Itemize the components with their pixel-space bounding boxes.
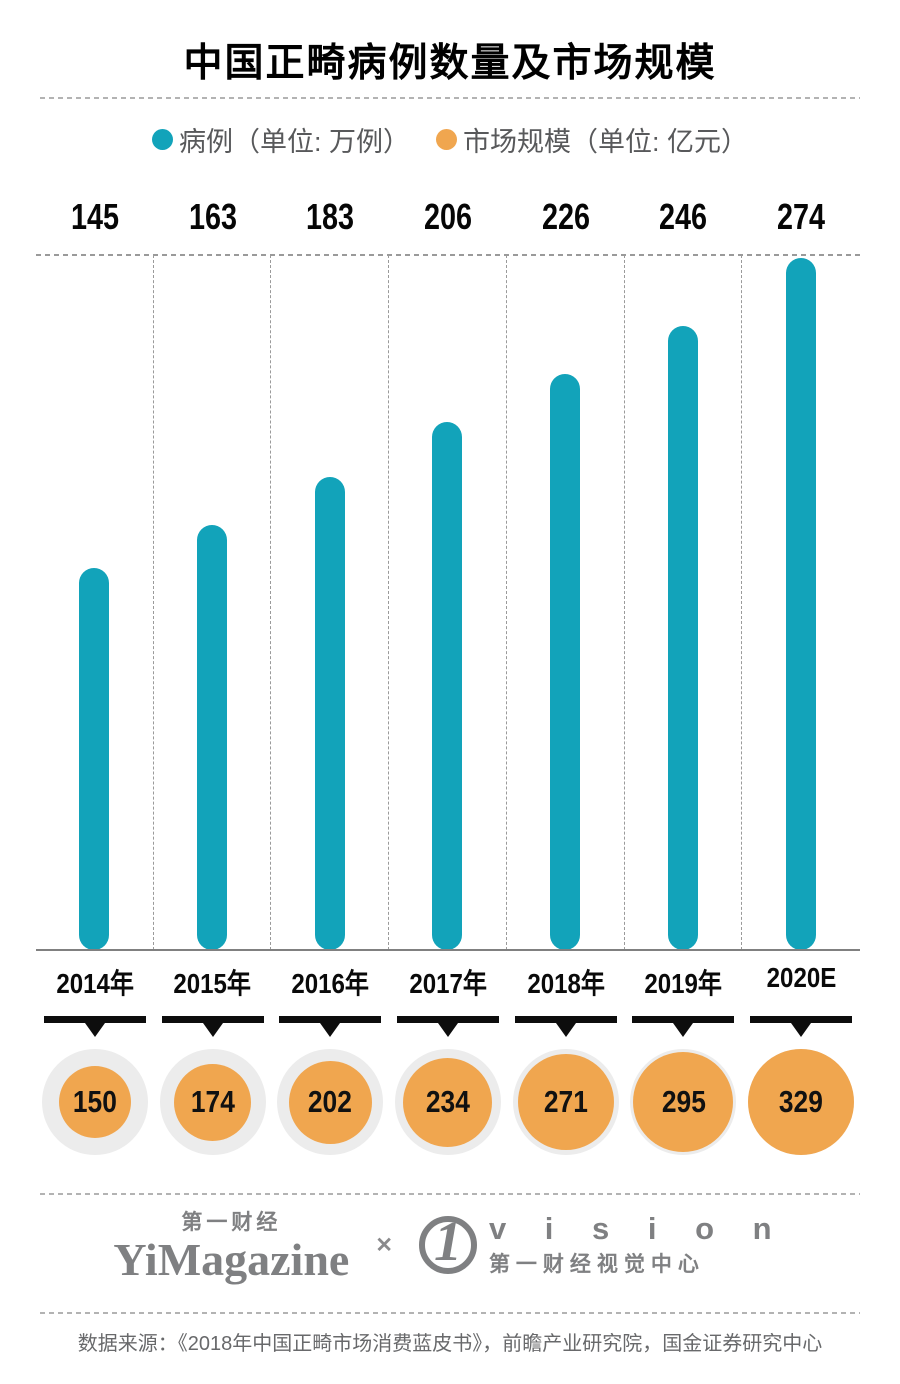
market-bubble-2016: 202 — [288, 1060, 372, 1144]
year-label-2017: 2017年 — [409, 968, 487, 999]
market-value-2016: 202 — [308, 1084, 353, 1119]
pointer-marker-icon — [514, 1016, 617, 1023]
one-glyph: 1 — [433, 1211, 462, 1274]
market-legend-dot-icon — [436, 129, 457, 150]
year-label-2020: 2020E — [766, 962, 836, 993]
legend-item-market: 市场规模（单位: 亿元） — [436, 120, 748, 159]
market-bubble-2020: 329 — [748, 1049, 855, 1155]
pointer-marker-icon — [632, 1016, 735, 1023]
bubble-ring: 295 — [630, 1049, 737, 1155]
case-bar-2016 — [314, 477, 345, 950]
yimagazine-cn-label: 第一财经 — [181, 1211, 282, 1234]
yimagazine-logo: 第一财经 YiMagazine — [113, 1206, 349, 1284]
market-bubble-2014: 150 — [58, 1066, 131, 1138]
bubble-ring: 174 — [159, 1049, 266, 1155]
circle-one-icon: 1 — [418, 1211, 477, 1275]
yimagazine-en-label: YiMagazine — [113, 1234, 350, 1285]
footer-bottom-divider — [40, 1312, 860, 1314]
footer-logos: 第一财经 YiMagazine ✕ 1 v i s i o n 第一财经视觉中心 — [0, 1206, 900, 1284]
plot-top-gridline — [36, 254, 860, 256]
case-bar-2019 — [667, 326, 698, 950]
bubble-ring: 271 — [512, 1049, 619, 1155]
year-label-2014: 2014年 — [56, 968, 134, 999]
year-label-2018: 2018年 — [526, 968, 605, 999]
year-label-row: 2014年 2015年 2016年 2017年 2018年 2019年 2020… — [36, 962, 860, 1002]
market-value-2020: 329 — [779, 1084, 824, 1119]
title-divider — [40, 97, 860, 99]
chart-legend: 病例（单位: 万例） 市场规模（单位: 亿元） — [0, 120, 900, 159]
market-bubble-2018: 271 — [517, 1054, 614, 1150]
bubble-ring: 202 — [277, 1049, 384, 1155]
vision-en-label: v i s i o n — [488, 1211, 787, 1247]
market-bubble-2015: 174 — [174, 1063, 252, 1141]
footer-top-divider — [40, 1193, 860, 1195]
pointer-marker-icon — [161, 1016, 264, 1023]
market-value-2014: 150 — [72, 1084, 117, 1119]
case-value-2018: 226 — [541, 196, 590, 237]
case-bar-2020 — [786, 258, 817, 950]
case-value-2014: 145 — [70, 196, 119, 237]
cases-legend-dot-icon — [151, 129, 173, 150]
market-bubble-row: 150 174 202 234 271 295 329 — [36, 1049, 860, 1155]
pointer-marker-icon — [396, 1016, 499, 1023]
case-value-2016: 183 — [306, 196, 355, 237]
market-legend-label: 市场规模（单位: 亿元） — [463, 127, 749, 157]
bubble-ring: 150 — [41, 1049, 148, 1155]
cross-icon: ✕ — [375, 1233, 393, 1257]
case-bar-2015 — [197, 525, 228, 950]
x-axis-baseline — [36, 949, 860, 951]
case-bar-2017 — [432, 422, 463, 950]
market-bubble-2017: 234 — [403, 1057, 493, 1147]
case-value-2017: 206 — [423, 196, 473, 237]
bubble-ring: 329 — [748, 1049, 855, 1155]
market-value-2015: 174 — [190, 1084, 235, 1119]
market-value-2018: 271 — [543, 1084, 588, 1119]
pointer-marker-icon — [279, 1016, 382, 1023]
data-source-note: 数据来源：《2018年中国正畸市场消费蓝皮书》，前瞻产业研究院，国金证券研究中心 — [77, 1333, 823, 1355]
year-label-2016: 2016年 — [291, 968, 370, 999]
case-value-row: 145 163 183 206 226 246 274 — [36, 196, 860, 238]
bar-plot-area — [36, 255, 860, 950]
pointer-marker-row — [36, 1016, 860, 1023]
case-bar-2014 — [79, 568, 110, 950]
year-label-2019: 2019年 — [644, 968, 723, 999]
bubble-ring: 234 — [394, 1049, 501, 1155]
case-bar-2018 — [550, 374, 581, 950]
year-label-2015: 2015年 — [173, 968, 252, 999]
market-value-2017: 234 — [425, 1084, 470, 1119]
market-value-2019: 295 — [661, 1084, 706, 1119]
legend-item-cases: 病例（单位: 万例） — [151, 120, 410, 159]
pointer-marker-icon — [43, 1016, 146, 1023]
page-title: 中国正畸病例数量及市场规模 — [183, 42, 717, 85]
vision-logo: 1 v i s i o n 第一财经视觉中心 — [418, 1211, 787, 1278]
market-bubble-2019: 295 — [633, 1052, 734, 1152]
vision-wordmark: v i s i o n 第一财经视觉中心 — [488, 1211, 787, 1278]
case-value-2015: 163 — [188, 196, 237, 237]
vision-cn-label: 第一财经视觉中心 — [488, 1253, 705, 1277]
case-value-2020: 274 — [777, 196, 826, 237]
cases-legend-label: 病例（单位: 万例） — [178, 127, 410, 157]
case-value-2019: 246 — [659, 196, 708, 237]
pointer-marker-icon — [750, 1016, 853, 1023]
